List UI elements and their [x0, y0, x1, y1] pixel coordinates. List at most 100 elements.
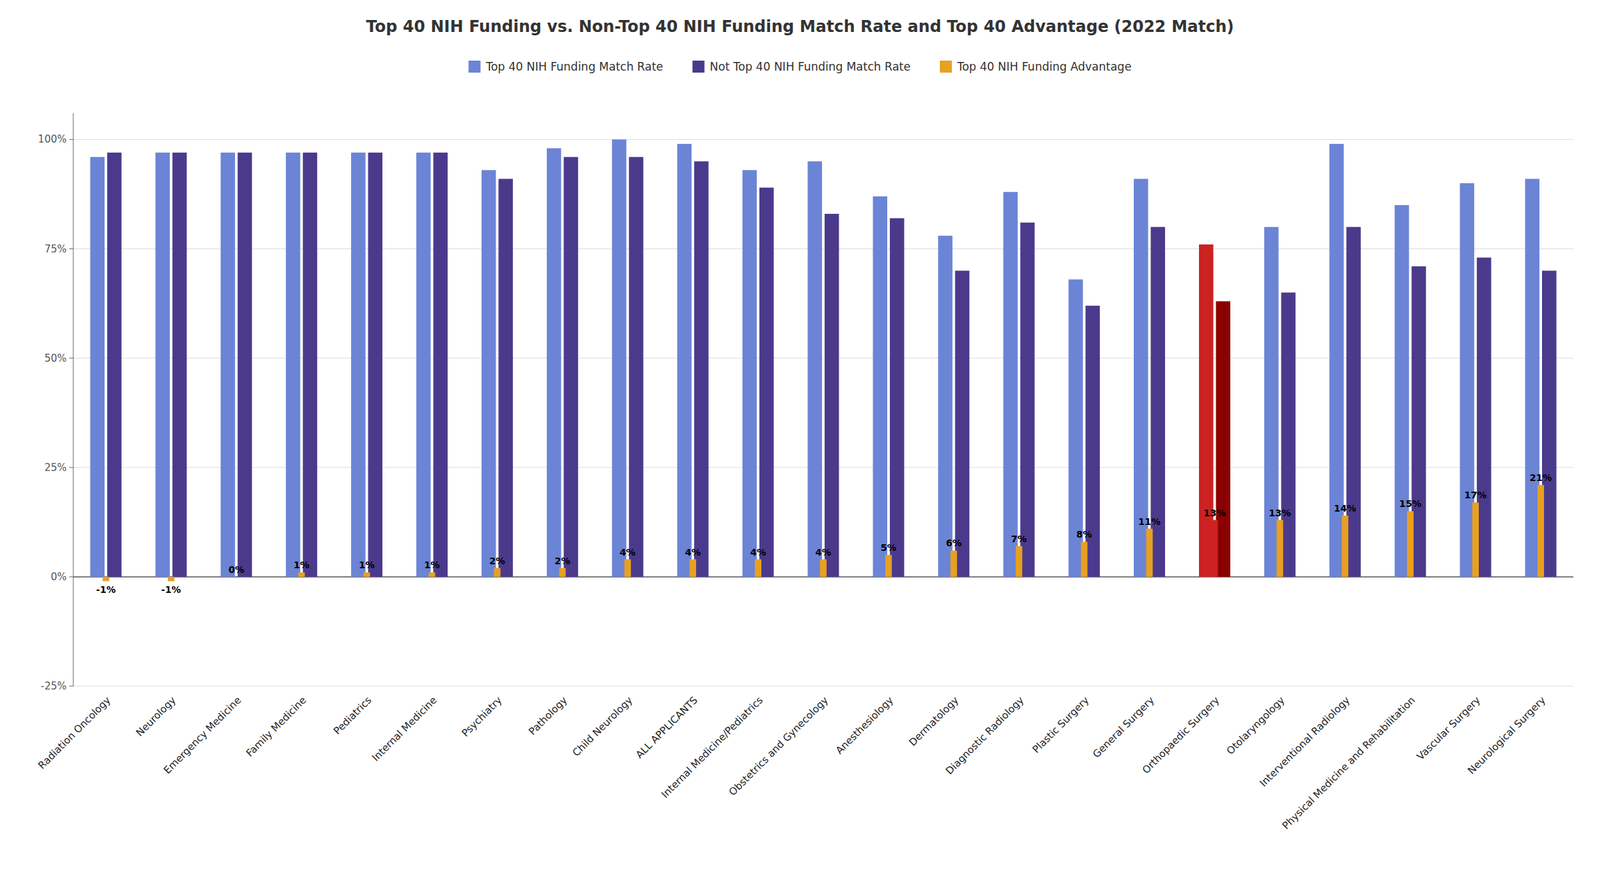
y-tick-label: -25% [40, 680, 67, 693]
bar [889, 218, 905, 577]
bar [1537, 484, 1545, 577]
x-tick-label: Child Neurology [570, 694, 635, 759]
bar [546, 148, 562, 577]
x-tick-label: Psychiatry [459, 694, 505, 740]
data-label: -1% [161, 584, 182, 595]
bar [885, 554, 892, 577]
bar [1476, 257, 1492, 577]
grid-line [73, 139, 1574, 140]
x-tick-label: Internal Medicine/Pediatrics [658, 694, 766, 801]
bar [351, 152, 366, 577]
bar [303, 152, 318, 577]
bar [498, 178, 513, 577]
bar [937, 235, 953, 577]
bar [155, 152, 170, 577]
bar [298, 572, 306, 577]
chart-svg: Top 40 NIH Funding vs. Non-Top 40 NIH Fu… [0, 0, 1600, 886]
bar [950, 550, 958, 577]
bar [428, 572, 436, 577]
data-label: 4% [684, 546, 701, 558]
y-tick-label: 75% [44, 243, 67, 256]
bar [694, 161, 709, 577]
bars [89, 139, 1557, 581]
y-tick [69, 248, 74, 250]
x-tick-label: Anesthesiology [833, 694, 896, 757]
y-tick [69, 576, 74, 577]
legend-swatch [939, 60, 952, 73]
bar [1525, 178, 1541, 577]
bar [233, 576, 240, 577]
grid [73, 139, 1574, 687]
bar [628, 157, 644, 577]
bar [1406, 510, 1414, 577]
data-label: 1% [293, 559, 310, 571]
bar [955, 270, 970, 577]
y-tick [69, 686, 74, 687]
bar [1081, 541, 1088, 577]
x-tick-label: Dermatology [906, 694, 962, 749]
bar [237, 152, 253, 577]
data-label: 4% [750, 546, 767, 558]
bar [1341, 515, 1349, 577]
bar [824, 213, 840, 577]
y-tick-label: 25% [44, 461, 67, 474]
data-label: 13% [1268, 507, 1292, 519]
bar [102, 576, 110, 582]
x-tick-label: Vascular Surgery [1414, 694, 1483, 763]
data-label: 2% [554, 555, 571, 567]
y-tick [69, 139, 74, 140]
bar [754, 559, 762, 577]
bar [1280, 292, 1296, 577]
bar [1146, 528, 1154, 577]
x-tick-label: Internal Medicine [369, 694, 439, 764]
grid-line [73, 686, 1574, 687]
bar [689, 559, 697, 577]
bar [432, 152, 448, 577]
x-tick-label: Diagnostic Radiology [943, 694, 1026, 777]
legend-label: Top 40 NIH Funding Advantage [956, 59, 1132, 74]
bar [481, 169, 497, 577]
y-axis-line [73, 113, 74, 687]
data-label: 4% [619, 546, 636, 558]
bar [1215, 301, 1231, 577]
data-label: 4% [815, 546, 832, 558]
bar [1211, 520, 1219, 577]
data-label: 15% [1398, 498, 1422, 509]
data-label: 11% [1138, 516, 1162, 527]
legend-item: Top 40 NIH Funding Match Rate [468, 59, 663, 74]
x-tick-label: Obstetrics and Gynecology [726, 694, 831, 799]
bar [624, 559, 631, 577]
x-tick-label: Radiation Oncology [35, 694, 114, 772]
data-label: 6% [945, 537, 962, 549]
bar [819, 559, 827, 577]
bar [1199, 244, 1214, 577]
bar [807, 161, 823, 577]
legend-swatch [468, 60, 481, 73]
y-tick [69, 466, 74, 468]
bar [1264, 227, 1279, 577]
legend: Top 40 NIH Funding Match RateNot Top 40 … [468, 59, 1132, 74]
background [0, 0, 1600, 886]
x-tick-label: General Surgery [1090, 694, 1158, 761]
data-label: 7% [1011, 533, 1028, 545]
bar [677, 143, 693, 577]
x-tick-label: ALL APPLICANTS [633, 694, 701, 761]
x-tick-label: Pathology [526, 694, 570, 738]
bar [759, 187, 775, 577]
x-tick-label: Neurological Surgery [1465, 694, 1549, 777]
x-tick-label: Plastic Surgery [1029, 694, 1092, 756]
data-label: 17% [1464, 489, 1487, 501]
x-tick-label: Pediatrics [331, 694, 374, 737]
bar [1015, 546, 1023, 577]
x-tick-label: Otolaryngology [1224, 694, 1287, 757]
bar [558, 568, 566, 577]
legend-swatch [692, 60, 705, 73]
chart-title: Top 40 NIH Funding vs. Non-Top 40 NIH Fu… [365, 17, 1234, 36]
bar [1411, 266, 1427, 577]
bar [872, 196, 888, 577]
y-tick-label: 0% [50, 570, 67, 583]
x-tick-label: Family Medicine [243, 694, 310, 760]
bar [416, 152, 431, 577]
data-label: 1% [359, 559, 376, 571]
bar [167, 576, 175, 582]
